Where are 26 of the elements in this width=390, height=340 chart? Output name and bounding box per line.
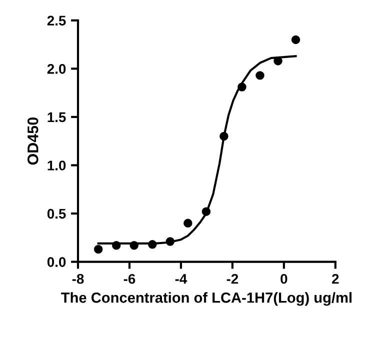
x-tick-label: -6 — [124, 274, 136, 284]
point — [148, 240, 157, 249]
x-tick-label: -4 — [175, 274, 188, 284]
y-tick-label: 2.5 — [47, 16, 66, 26]
point — [202, 207, 211, 216]
point — [112, 241, 121, 250]
x-axis-title: The Concentration of LCA-1H7(Log) ug/ml — [61, 292, 352, 306]
y-tick-label: 1.0 — [48, 160, 66, 170]
y-axis-title: OD450 — [27, 118, 38, 165]
point — [238, 82, 246, 92]
y-tick-label: 0.0 — [47, 257, 66, 267]
point — [184, 218, 192, 228]
point — [220, 132, 228, 141]
y-tick-label: 2.0 — [47, 64, 66, 74]
point — [130, 241, 138, 250]
point — [274, 56, 282, 66]
y-tick-label: 1.5 — [48, 112, 66, 122]
x-tick-label: 0 — [280, 274, 288, 284]
point — [291, 35, 300, 44]
point — [94, 244, 103, 254]
x-tick-label: -8 — [72, 274, 84, 284]
x-tick-label: 2 — [332, 274, 339, 284]
point — [256, 71, 264, 80]
x-tick-label: -2 — [226, 274, 238, 284]
point — [166, 237, 175, 246]
y-tick-label: 0.5 — [47, 208, 66, 219]
